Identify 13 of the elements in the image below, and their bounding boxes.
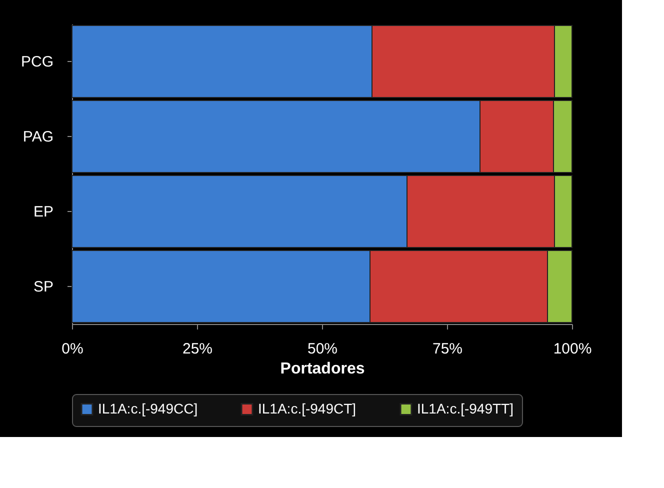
y-tick-label: SP (33, 278, 54, 296)
legend-label: IL1A:c.[-949TT] (417, 400, 514, 416)
x-axis-title: Portadores (280, 360, 365, 378)
x-tick-label: 75% (432, 340, 463, 358)
x-tick-label: 25% (182, 340, 213, 358)
y-tick-label: PAG (22, 128, 54, 146)
legend-label: IL1A:c.[-949CT] (258, 400, 356, 416)
x-tick-label: 100% (553, 340, 592, 358)
x-tick-label: 50% (307, 340, 338, 358)
legend-label: IL1A:c.[-949CC] (98, 400, 198, 416)
x-tick-label: 0% (62, 340, 84, 358)
y-tick-label: EP (33, 204, 54, 220)
y-tick-label: PCG (20, 54, 54, 70)
